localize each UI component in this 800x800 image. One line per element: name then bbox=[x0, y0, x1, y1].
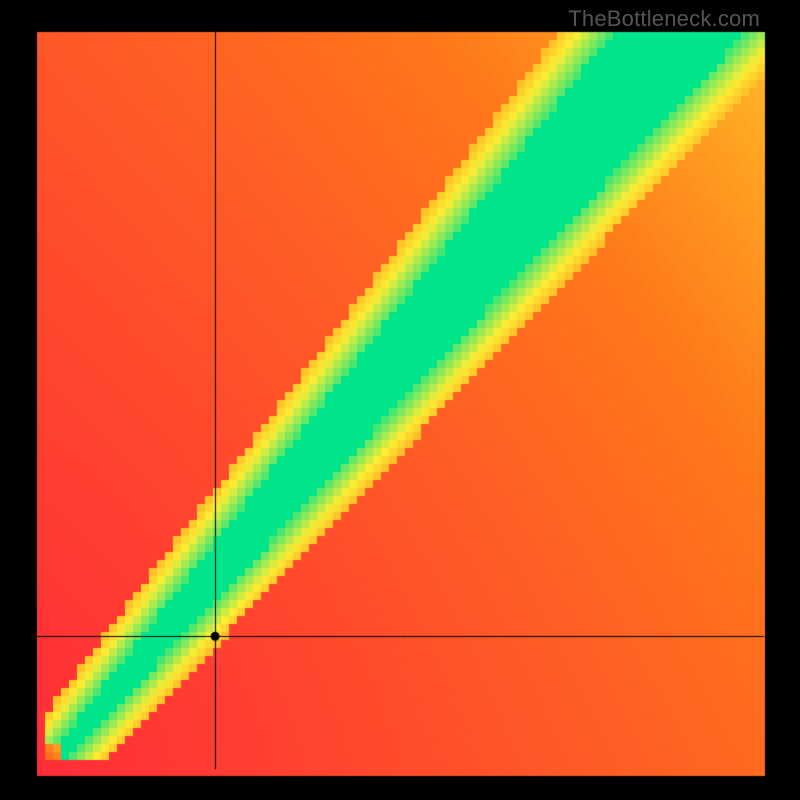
bottleneck-heatmap-canvas bbox=[0, 0, 800, 800]
attribution-label: TheBottleneck.com bbox=[568, 6, 760, 32]
chart-container: TheBottleneck.com bbox=[0, 0, 800, 800]
